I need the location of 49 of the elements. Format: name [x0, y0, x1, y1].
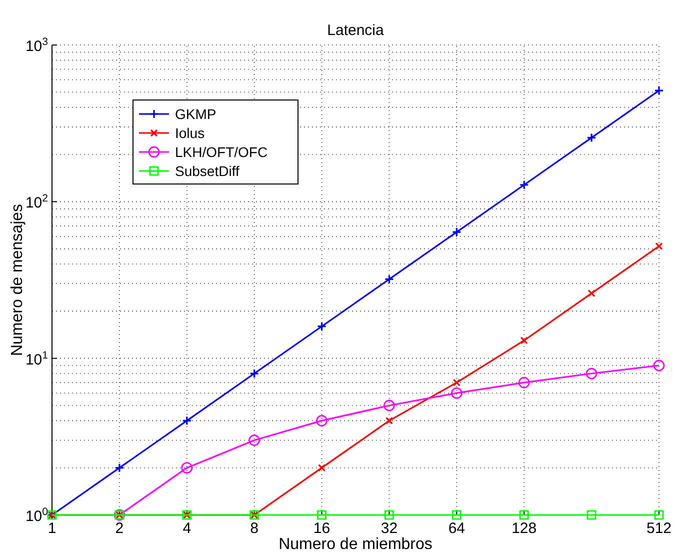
point [519, 510, 529, 520]
legend-label: Iolus [175, 125, 205, 141]
point [384, 510, 394, 520]
x-tick-label: 128 [512, 520, 537, 537]
point [452, 227, 462, 237]
x-tick-label: 512 [646, 520, 672, 537]
legend-label: SubsetDiff [175, 163, 240, 179]
point [181, 462, 193, 474]
point [520, 336, 528, 344]
legend-label: LKH/OFT/OFC [175, 144, 268, 160]
point [317, 510, 326, 520]
point [654, 86, 664, 96]
x-axis-title: Numero de miembros [278, 536, 432, 553]
point [316, 414, 328, 426]
y-tick-label: 10$^{2}$ [25, 192, 48, 212]
point [452, 378, 460, 386]
y-tick-label: 10$^{1}$ [25, 349, 48, 368]
point [385, 416, 394, 424]
point [588, 290, 596, 298]
y-tick-label: 10$^{0}$ [25, 506, 48, 525]
x-tick-label: 2 [115, 520, 124, 537]
y-axis-title: Numero de mensajes [9, 204, 26, 356]
point [248, 434, 260, 446]
x-tick-label: 32 [380, 520, 398, 537]
x-tick-label: 4 [182, 520, 192, 537]
point [653, 360, 665, 372]
legend-label: GKMP [175, 106, 216, 122]
x-tick-label: 1 [48, 520, 56, 537]
point [316, 322, 327, 332]
point [586, 132, 596, 143]
point [586, 368, 598, 380]
x-tick-label: 16 [313, 520, 330, 537]
point [654, 510, 664, 520]
x-tick-label: 8 [250, 520, 259, 537]
point [450, 387, 462, 399]
point [318, 464, 326, 472]
point [114, 463, 124, 473]
point [250, 368, 260, 378]
chart-title: Latencia [327, 22, 385, 39]
point [655, 242, 663, 250]
point [452, 510, 462, 520]
point [182, 416, 192, 426]
x-tick-label: 64 [448, 520, 466, 537]
point [518, 376, 530, 388]
point [384, 274, 394, 284]
point [384, 400, 395, 412]
point [519, 180, 529, 190]
point [586, 510, 596, 520]
y-tick-label: 10$^{3}$ [25, 36, 48, 55]
